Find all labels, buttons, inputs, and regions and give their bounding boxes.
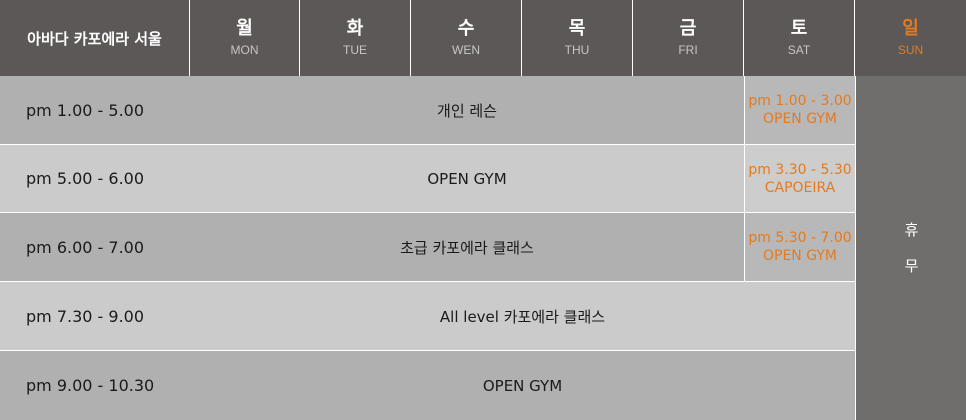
time-slot: pm 9.00 - 10.30	[0, 351, 190, 420]
weekday-class: OPEN GYM	[190, 351, 855, 420]
sunday-line-2: 무	[904, 257, 919, 275]
saturday-slot: pm 5.30 - 7.00 OPEN GYM	[744, 213, 855, 282]
day-en-label: MON	[230, 43, 259, 57]
saturday-slot: pm 1.00 - 3.00 OPEN GYM	[744, 76, 855, 145]
saturday-class: OPEN GYM	[762, 248, 837, 264]
weekday-class: 개인 레슨	[190, 76, 744, 145]
schedule-title-cell: 아바다 카포에라 서울	[0, 0, 190, 76]
saturday-time: pm 3.30 - 5.30	[748, 161, 852, 178]
saturday-class: CAPOEIRA	[764, 179, 836, 196]
day-header-sun: 일 SUN	[855, 0, 966, 76]
saturday-class: OPEN GYM	[762, 111, 837, 127]
day-en-label: WEN	[452, 43, 480, 57]
day-ko-label: 토	[790, 18, 808, 39]
weekday-class: 초급 카포에라 클래스	[190, 213, 744, 282]
day-ko-label: 월	[236, 18, 253, 39]
sunday-line-1: 휴	[904, 221, 919, 239]
sunday-closed: 휴 무	[855, 76, 966, 420]
time-slot: pm 7.30 - 9.00	[0, 282, 190, 351]
weekday-class: All level 카포에라 클래스	[190, 282, 855, 351]
day-ko-label: 금	[679, 18, 697, 39]
schedule-title: 아바다 카포에라 서울	[27, 29, 162, 48]
day-header-mon: 월 MON	[190, 0, 300, 76]
saturday-time: pm 1.00 - 3.00	[748, 93, 852, 109]
day-header-tue: 화 TUE	[300, 0, 411, 76]
time-slot: pm 1.00 - 5.00	[0, 76, 190, 145]
weekday-class: OPEN GYM	[190, 145, 744, 213]
day-header-wed: 수 WEN	[411, 0, 522, 76]
day-ko-label: 화	[346, 18, 364, 39]
day-header-sat: 토 SAT	[744, 0, 855, 76]
day-en-label: SUN	[897, 43, 924, 57]
time-slot: pm 5.00 - 6.00	[0, 145, 190, 213]
saturday-slot: pm 3.30 - 5.30 CAPOEIRA	[744, 145, 855, 213]
day-ko-label: 일	[902, 18, 919, 39]
day-en-label: SAT	[787, 43, 811, 57]
saturday-time: pm 5.30 - 7.00	[748, 230, 852, 246]
day-en-label: THU	[564, 43, 590, 57]
day-ko-label: 수	[457, 18, 475, 39]
day-header-thu: 목 THU	[522, 0, 633, 76]
day-header-fri: 금 FRI	[633, 0, 744, 76]
day-ko-label: 목	[568, 18, 586, 39]
time-slot: pm 6.00 - 7.00	[0, 213, 190, 282]
day-en-label: FRI	[678, 43, 698, 57]
day-en-label: TUE	[343, 43, 367, 57]
